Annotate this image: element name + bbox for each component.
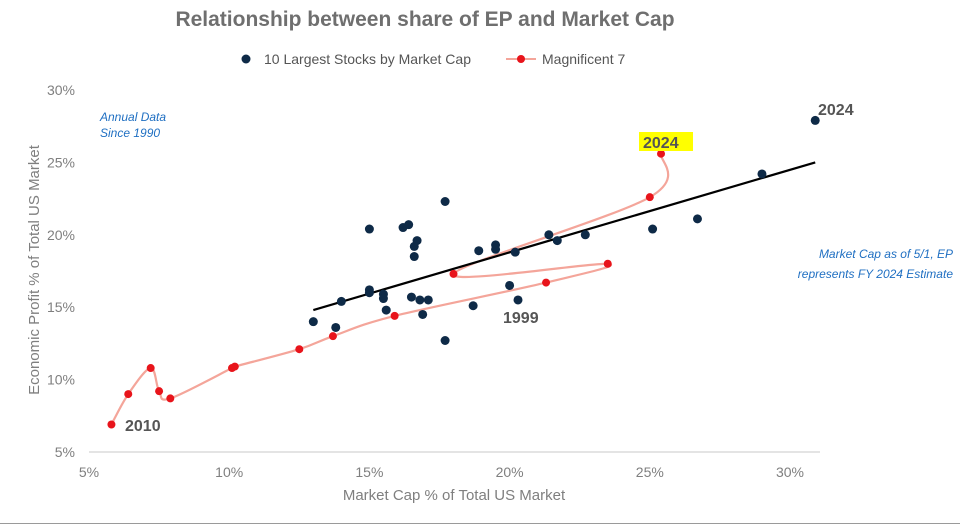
magnificent-7-point [295,345,304,354]
magnificent-7-point [449,269,458,278]
trendline-line [313,161,816,312]
magnificent-7-point [390,311,399,320]
y-tick-label: 5% [55,444,75,460]
largest-stock-point [404,220,414,230]
largest-stock-point [308,317,318,327]
y-tick-label: 15% [47,299,75,315]
legend-marker-magnificent-7 [517,55,525,63]
x-axis-label: Market Cap % of Total US Market [343,487,566,504]
largest-stock-point [552,236,562,246]
largest-stock-point [810,115,820,125]
magnificent-7-point [657,149,666,158]
magnificent-7-point [155,387,164,396]
largest-stock-point [409,252,419,262]
largest-stock-point [418,309,428,319]
legend: 10 Largest Stocks by Market Cap Magnific… [241,51,625,67]
magnificent-7-point [124,390,133,399]
magnificent-7-path [110,153,670,426]
chart-title: Relationship between share of EP and Mar… [175,8,674,31]
label-2010: 2010 [125,418,161,435]
annual-note-line-2: Since 1990 [100,126,160,140]
y-tick-label: 20% [47,227,75,243]
y-tick-label: 25% [47,154,75,170]
largest-stock-point [474,246,484,256]
largest-stock-point [440,196,450,206]
largest-stock-point [580,230,590,240]
magnificent-7-point [166,394,175,403]
magnificent-7-points [107,149,666,429]
y-tick-label: 10% [47,372,75,388]
x-tick-label: 30% [776,464,804,480]
mcap-note-line-2: represents FY 2024 Estimate [798,267,954,281]
largest-stock-point [364,285,374,295]
x-tick-label: 5% [79,464,99,480]
largest-stock-point [412,236,422,246]
x-tick-label: 25% [636,464,664,480]
x-tick-label: 10% [215,464,243,480]
annual-note-line-1: Annual Data [99,110,166,124]
largest-stock-point [440,336,450,346]
label-2024-largest: 2024 [818,102,854,119]
largest-stock-point [544,230,554,240]
magnificent-7-point [328,332,337,341]
label-1999: 1999 [503,310,539,327]
legend-marker-10-largest [241,54,251,64]
largest-stock-point [336,296,346,306]
largest-stock-point [468,301,478,311]
largest-stock-point [381,305,391,315]
largest-stock-point [378,294,388,304]
magnificent-7-point [542,278,551,287]
largest-stock-point [648,224,658,234]
x-tick-label: 20% [496,464,524,480]
largest-stock-point [505,280,515,290]
x-axis-ticks: 5% 10% 15% 20% 25% 30% [79,464,804,480]
y-axis-label: Economic Profit % of Total US Market [26,144,43,395]
largest-stock-point [415,295,425,305]
magnificent-7-line [110,153,670,426]
label-2024-magnificent-7: 2024 [643,135,679,152]
magnificent-7-point [107,420,116,429]
y-tick-label: 30% [47,82,75,98]
trendline [313,161,816,312]
largest-stock-point [406,292,416,302]
largest-stocks-points [308,115,820,346]
magnificent-7-point [146,364,155,373]
largest-stock-point [513,295,523,305]
magnificent-7-point [230,362,239,371]
legend-label-10-largest: 10 Largest Stocks by Market Cap [264,51,471,67]
largest-stock-point [510,247,520,257]
x-tick-label: 15% [355,464,383,480]
largest-stock-point [423,295,433,305]
largest-stock-point [364,224,374,234]
largest-stock-point [757,169,767,179]
magnificent-7-point [603,259,612,268]
largest-stock-point [491,244,501,254]
legend-label-magnificent-7: Magnificent 7 [542,51,625,67]
mcap-note-line-1: Market Cap as of 5/1, EP [819,247,953,261]
y-axis-ticks: 5% 10% 15% 20% 25% 30% [47,82,75,460]
largest-stock-point [331,322,341,332]
magnificent-7-point [645,193,654,202]
bottom-divider [0,523,960,524]
largest-stock-point [692,214,702,224]
highlight-2024 [639,132,693,151]
